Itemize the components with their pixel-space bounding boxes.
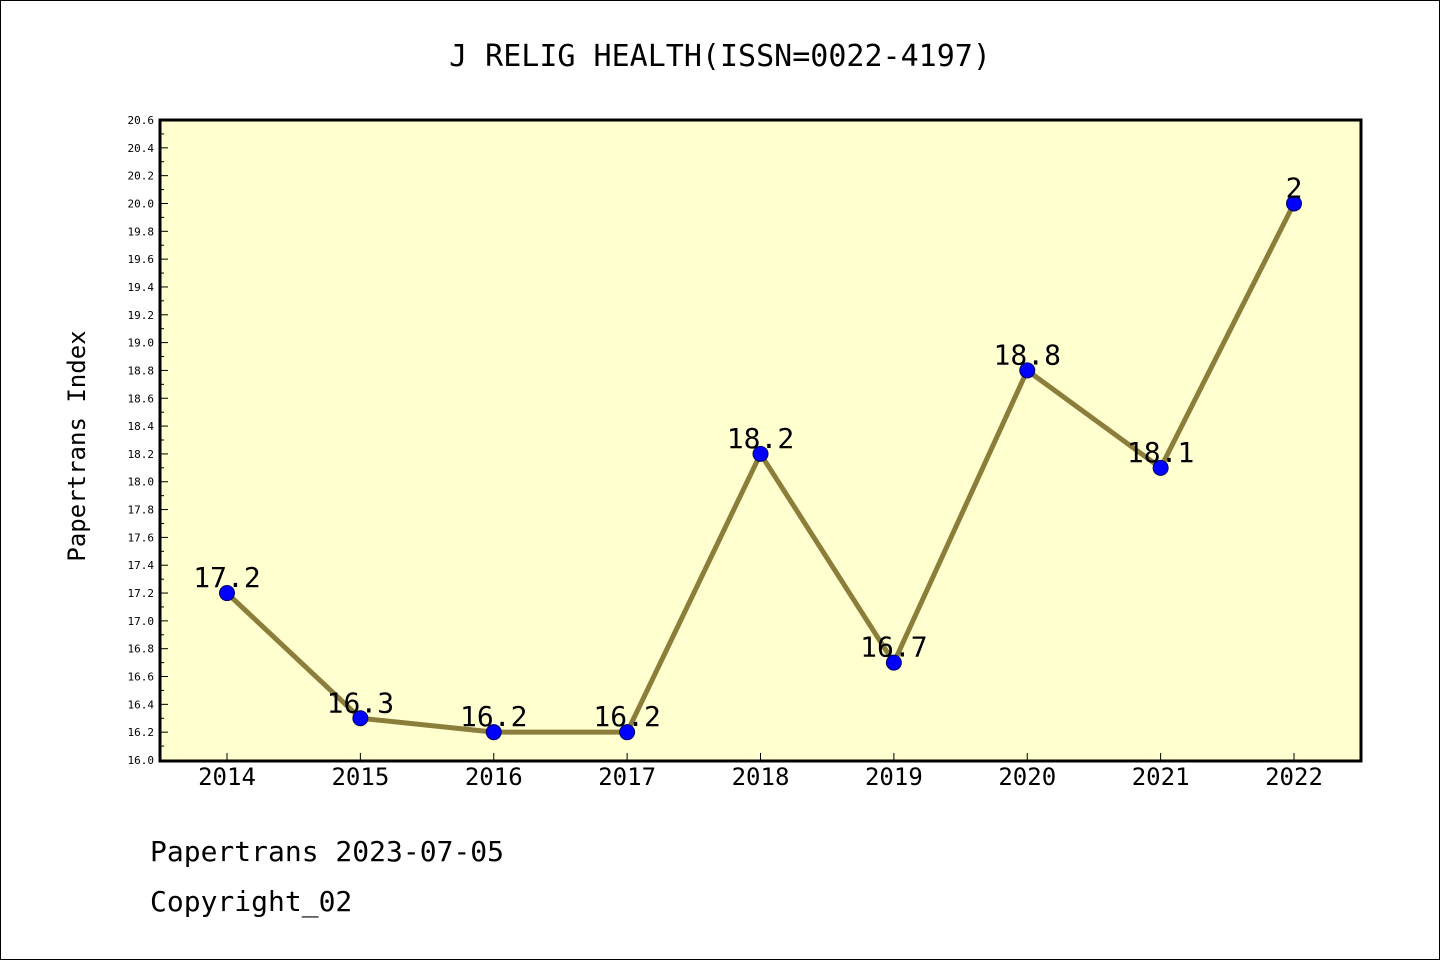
data-point: [752, 445, 769, 462]
y-axis-ticks: 16.0 16.2 16.4 16.6 16.8 17.0 17.2 17.4 17.6 17.8…: [128, 114, 168, 767]
data-point: [1019, 362, 1036, 379]
y-tick-label: 17.0: [128, 615, 155, 628]
y-tick-label: 20.6: [128, 114, 155, 127]
x-tick-label: 2017: [598, 763, 656, 791]
x-tick-label: 2021: [1132, 763, 1190, 791]
y-tick-label: 18.4: [128, 420, 155, 433]
x-tick-label: 2019: [865, 763, 923, 791]
data-label: 16.2: [460, 700, 527, 733]
y-tick-label: 16.8: [128, 643, 155, 656]
data-point: [1286, 195, 1302, 212]
y-tick-label: 19.0: [128, 337, 155, 350]
y-tick-label: 19.4: [128, 281, 155, 294]
x-tick-label: 2016: [465, 763, 523, 791]
chart-title: J RELIG HEALTH(ISSN=0022-4197): [449, 39, 991, 74]
x-tick-label: 2018: [732, 763, 790, 791]
x-tick-label: 2014: [198, 763, 256, 791]
data-points: [219, 195, 1302, 741]
footer-date-text: Papertrans 2023-07-05: [150, 835, 505, 868]
data-label: 18.1: [1127, 436, 1194, 469]
data-label: 18.2: [727, 422, 794, 455]
y-tick-label: 20.2: [128, 170, 155, 183]
y-tick-label: 18.2: [128, 448, 155, 461]
x-axis-ticks: 2014 2015 2016 2017 2018 2019 2020 2021 2022: [198, 753, 1323, 791]
data-label: 16.3: [327, 686, 394, 719]
y-tick-label: 18.8: [128, 364, 155, 377]
y-tick-label: 16.4: [128, 698, 155, 711]
data-point: [885, 654, 902, 671]
y-tick-label: 17.8: [128, 504, 155, 517]
data-label: 16.2: [593, 700, 660, 733]
x-tick-label: 2022: [1265, 763, 1323, 791]
data-point: [1152, 459, 1169, 476]
y-tick-label: 19.2: [128, 309, 155, 322]
data-label: 17.2: [193, 561, 260, 594]
data-point: [619, 724, 636, 741]
y-tick-label: 19.6: [128, 253, 155, 266]
data-labels: 17.2 16.3 16.2 16.2 18.2 16.7 18.8 18.1 2: [193, 171, 1302, 733]
data-point: [219, 585, 235, 602]
y-tick-label: 16.2: [128, 726, 155, 739]
y-axis-label: Papertrans Index: [63, 330, 91, 561]
y-tick-label: 19.8: [128, 225, 155, 238]
y-tick-label: 17.2: [128, 587, 155, 600]
y-tick-label: 20.4: [128, 142, 155, 155]
y-tick-label: 17.4: [128, 559, 155, 572]
plot-area: [158, 118, 1363, 763]
y-tick-label: 18.0: [128, 476, 155, 489]
footer-copyright-text: Copyright_02: [150, 885, 353, 918]
data-label: 16.7: [860, 631, 927, 664]
data-label: 18.8: [994, 338, 1061, 371]
data-point: [485, 724, 502, 741]
y-tick-label: 20.0: [128, 197, 155, 210]
x-tick-label: 2015: [331, 763, 389, 791]
y-tick-label: 17.6: [128, 531, 155, 544]
y-tick-label: 16.6: [128, 671, 155, 684]
y-tick-label: 16.0: [128, 754, 155, 767]
data-point: [352, 710, 369, 727]
data-label: 2: [1286, 171, 1303, 204]
y-tick-label: 18.6: [128, 392, 155, 405]
x-tick-label: 2020: [998, 763, 1056, 791]
